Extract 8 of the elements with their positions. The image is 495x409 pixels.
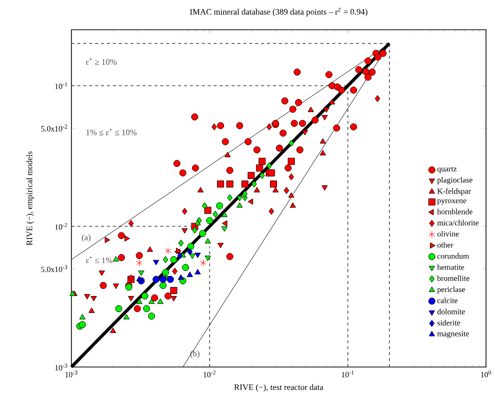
annotation: ε$^{*}$ ≥ 10% — [86, 58, 117, 65]
chart-title: IMAC mineral database (389 data points – r$^{2}$ = 0.94) — [190, 8, 368, 17]
x-axis-title: RIVE (−), test reactor data — [234, 384, 324, 392]
annotation: 1% ≤ ε$^{*}$ ≤ 10% — [86, 128, 137, 136]
annotation: (a) — [82, 234, 90, 242]
annotation: (b) — [190, 350, 200, 358]
annotation: ε$^{*}$ ≤ 1% — [86, 256, 112, 264]
y-axis-title: RIVE (−), empirical models — [26, 152, 34, 246]
